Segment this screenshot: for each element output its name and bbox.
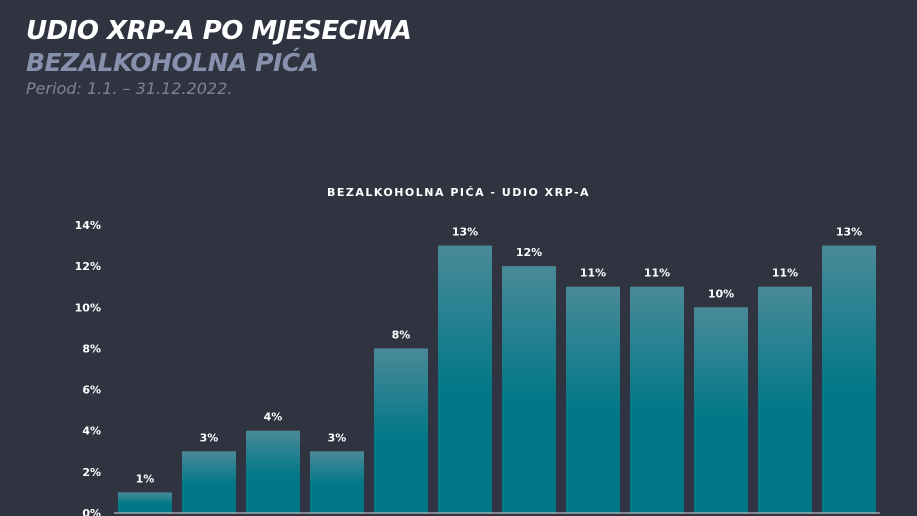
- bar: [502, 266, 556, 513]
- page-title: UDIO XRP-A PO MJESECIMA: [26, 16, 412, 46]
- data-label: 1%: [136, 472, 155, 485]
- y-tick-label: 0%: [82, 507, 101, 516]
- data-label: 13%: [452, 226, 478, 239]
- bar: [182, 451, 236, 513]
- data-label: 10%: [708, 287, 734, 300]
- bar: [246, 430, 300, 513]
- bar: [694, 307, 748, 513]
- bar: [630, 286, 684, 513]
- bar: [758, 286, 812, 513]
- y-tick-label: 8%: [82, 342, 101, 355]
- bar: [118, 492, 172, 513]
- data-label: 11%: [772, 267, 798, 280]
- y-tick-label: 6%: [82, 384, 101, 397]
- data-label: 11%: [644, 267, 670, 280]
- y-tick-label: 4%: [82, 425, 101, 438]
- bar: [566, 286, 620, 513]
- page-subtitle: BEZALKOHOLNA PIĆA: [26, 48, 319, 77]
- bars: [118, 245, 876, 514]
- bar: [374, 348, 428, 513]
- bar: [822, 245, 876, 514]
- data-label: 4%: [264, 411, 283, 424]
- data-label: 3%: [328, 431, 347, 444]
- period-label: Period: 1.1. – 31.12.2022.: [26, 79, 233, 98]
- y-tick-label: 2%: [82, 466, 101, 479]
- y-tick-label: 10%: [75, 301, 101, 314]
- data-label: 12%: [516, 246, 542, 259]
- data-label: 8%: [392, 328, 411, 341]
- bar: [438, 245, 492, 514]
- chart-title: BEZALKOHOLNA PIĆA - UDIO XRP-A: [326, 186, 591, 199]
- data-label: 13%: [836, 226, 862, 239]
- header: UDIO XRP-A PO MJESECIMA BEZALKOHOLNA PIĆ…: [26, 14, 412, 100]
- bar: [310, 451, 364, 513]
- y-axis: 0% 2% 4% 6% 8% 10% 12% 14%: [75, 219, 101, 516]
- data-label: 3%: [200, 431, 219, 444]
- data-labels: 1% 3% 4% 3% 8% 13% 12% 11% 11% 10% 11% 13%: [136, 226, 863, 486]
- y-tick-label: 12%: [75, 260, 101, 273]
- data-label: 11%: [580, 267, 606, 280]
- y-tick-label: 14%: [75, 219, 101, 232]
